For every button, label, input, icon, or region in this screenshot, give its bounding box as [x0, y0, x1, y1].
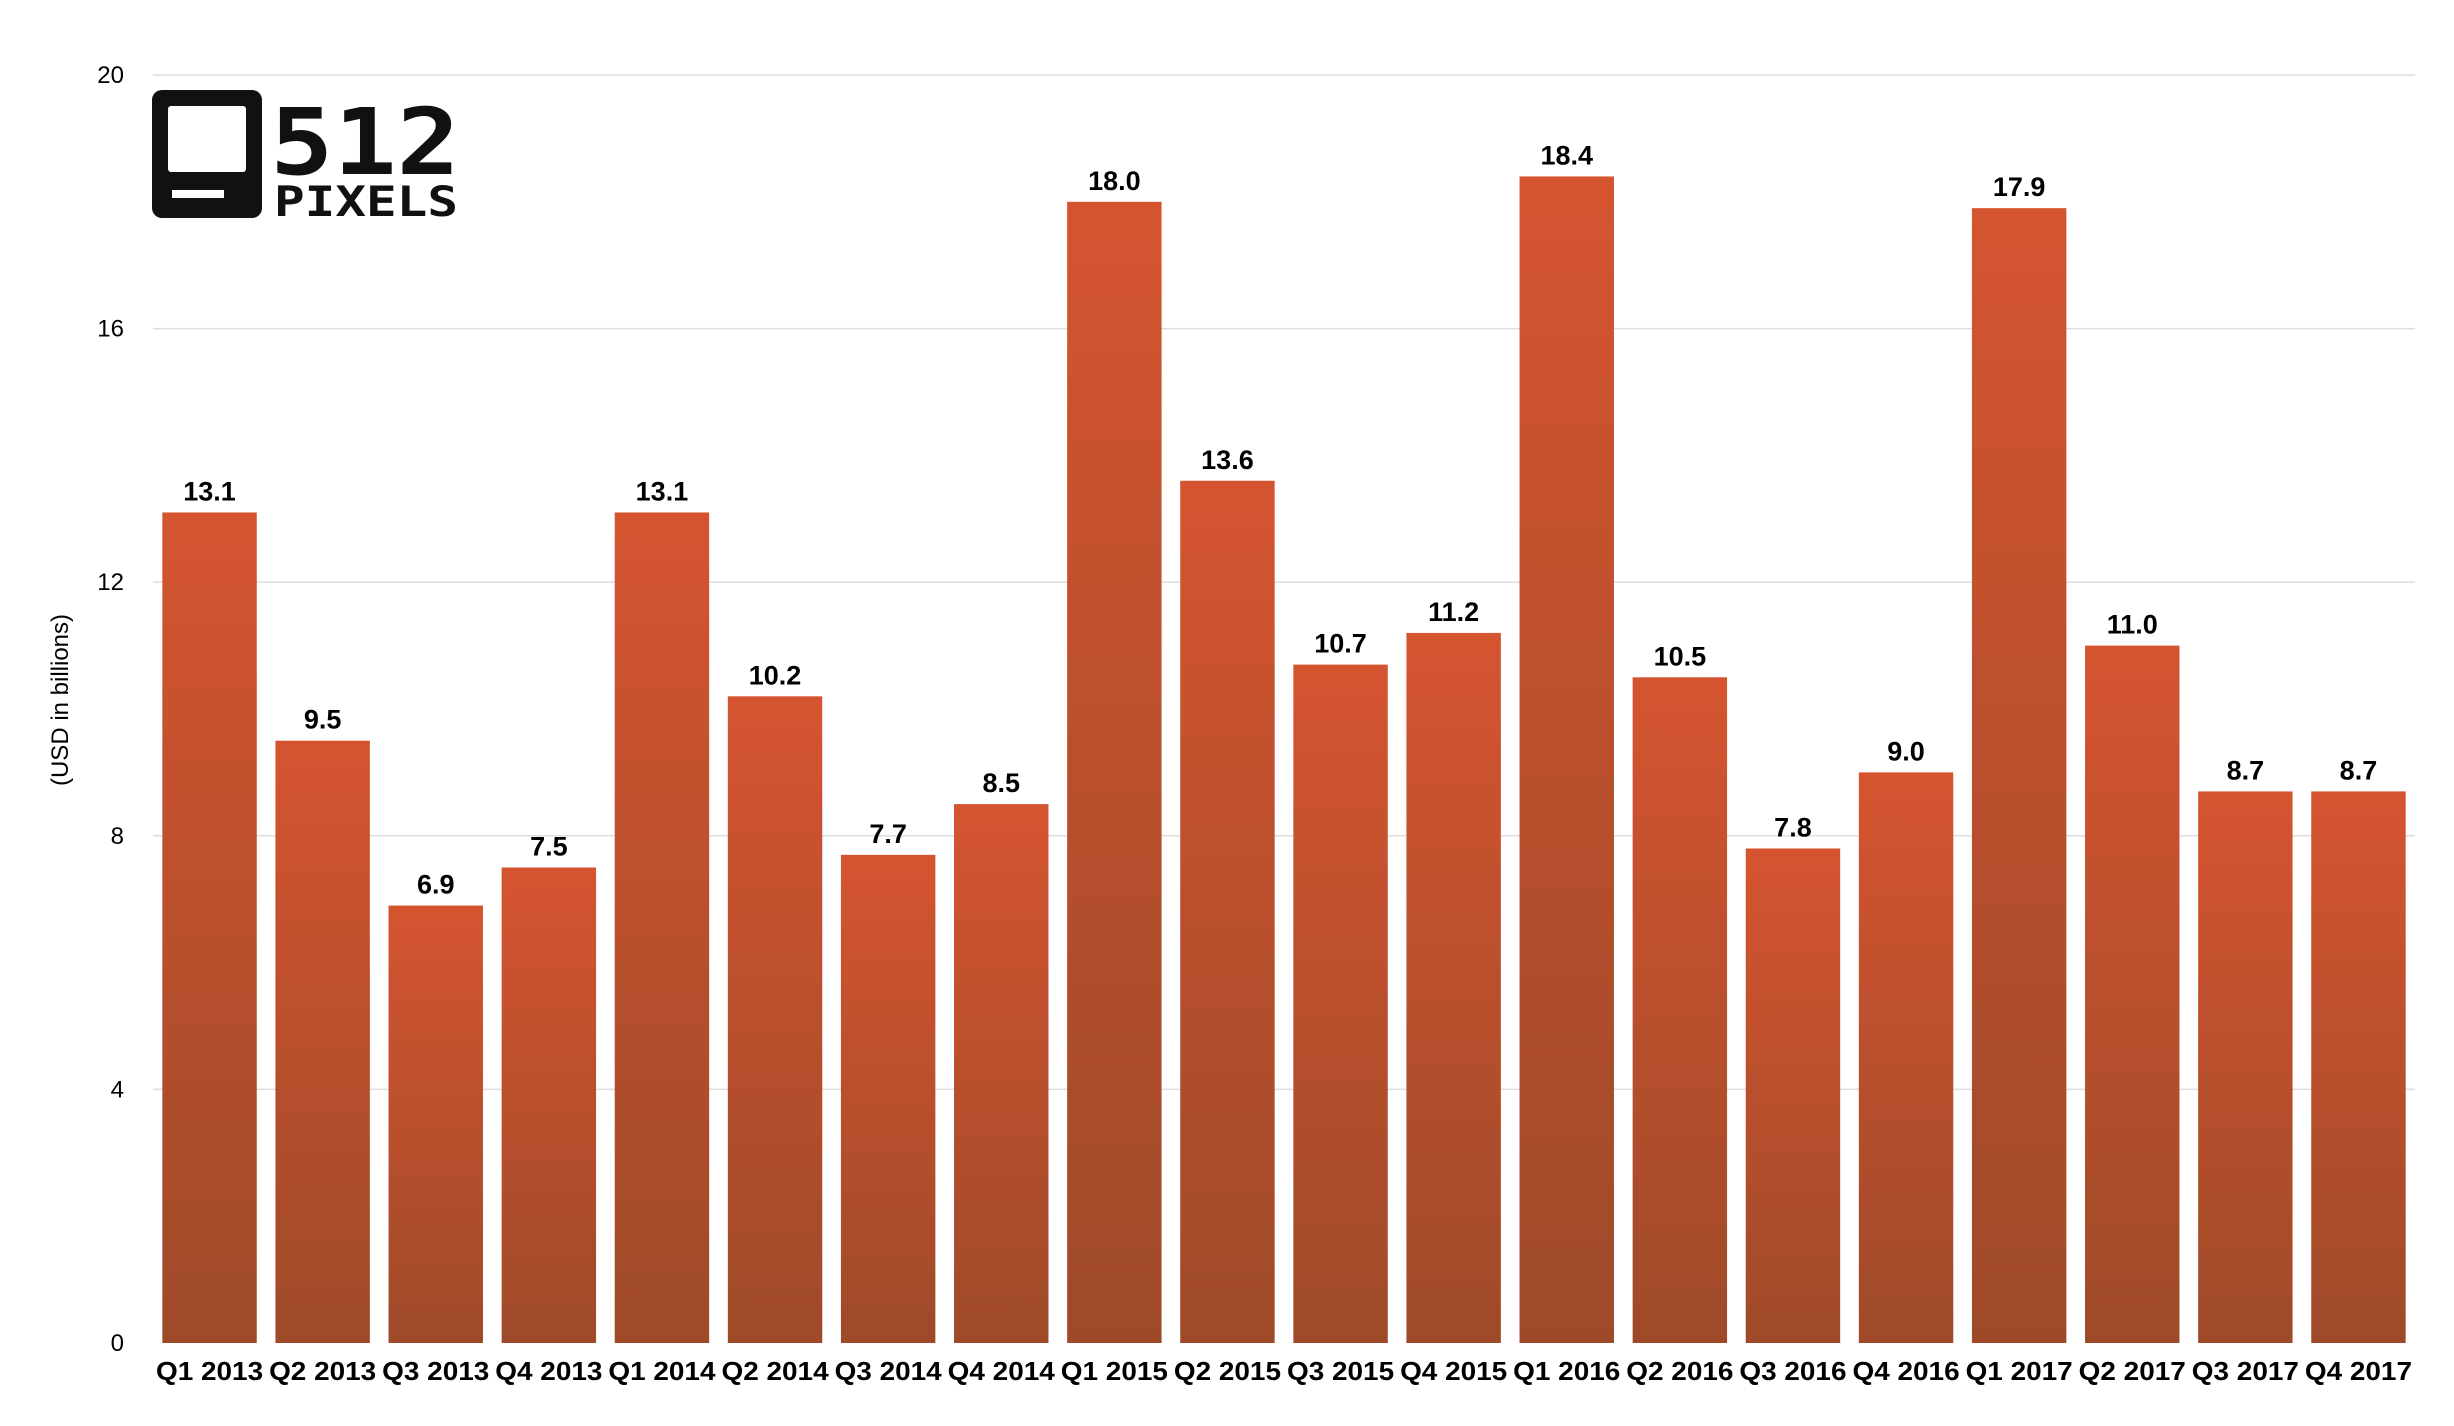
- data-label: 17.9: [1993, 172, 2046, 202]
- data-label: 13.1: [636, 476, 689, 506]
- bar: [614, 512, 710, 1343]
- x-tick-label: Q2 2015: [1174, 1356, 1281, 1386]
- bar: [275, 740, 370, 1343]
- x-tick-label: Q1 2015: [1061, 1356, 1168, 1386]
- grid-lines: [153, 74, 2415, 1091]
- x-tick-label: Q4 2016: [1853, 1356, 1960, 1386]
- x-tick-label: Q1 2014: [608, 1356, 716, 1386]
- x-tick-label: Q4 2017: [2305, 1356, 2412, 1386]
- data-label: 13.6: [1201, 445, 1254, 475]
- logo: 512 PIXELS: [152, 89, 460, 226]
- y-tick-label: 8: [111, 823, 124, 850]
- data-label: 7.5: [530, 832, 568, 862]
- logo-number: 512: [270, 89, 460, 196]
- x-tick-label: Q4 2015: [1400, 1356, 1507, 1386]
- monitor-icon: [152, 90, 262, 218]
- bar: [1406, 632, 1501, 1343]
- bar: [2311, 791, 2406, 1343]
- bar: [1632, 677, 1728, 1343]
- bar: [162, 512, 257, 1343]
- x-tick-label: Q3 2016: [1739, 1356, 1846, 1386]
- x-tick-label: Q2 2014: [722, 1356, 830, 1386]
- bars: [162, 176, 2406, 1344]
- data-label: 6.9: [417, 870, 455, 900]
- x-tick-label: Q2 2016: [1626, 1356, 1733, 1386]
- data-label: 7.8: [1774, 812, 1812, 842]
- data-label: 8.5: [982, 768, 1020, 798]
- bar: [2085, 645, 2180, 1343]
- x-tick-label: Q1 2017: [1966, 1356, 2073, 1386]
- data-label: 13.1: [183, 476, 236, 506]
- data-label: 11.2: [1428, 597, 1479, 627]
- x-tick-label: Q1 2013: [156, 1356, 263, 1386]
- bar: [1745, 848, 1841, 1343]
- data-label: 18.0: [1088, 166, 1141, 196]
- y-tick-label: 12: [97, 569, 124, 596]
- x-tick-label: Q3 2014: [835, 1356, 943, 1386]
- logo-word: PIXELS: [274, 177, 458, 226]
- bar: [1858, 772, 1954, 1343]
- bar: [1971, 208, 2067, 1343]
- bar: [1180, 480, 1275, 1343]
- data-label: 10.5: [1654, 641, 1707, 671]
- data-label: 10.7: [1314, 629, 1367, 659]
- x-axis-labels: Q1 2013 Q2 2013 Q3 2013 Q4 2013 Q1 2014 Q2 20…: [156, 1356, 2412, 1386]
- data-label: 9.5: [304, 705, 342, 735]
- y-tick-label: 4: [111, 1076, 124, 1103]
- bar: [1293, 664, 1388, 1343]
- y-axis-label: (USD in billions): [47, 614, 74, 786]
- data-label: 10.2: [749, 660, 802, 690]
- y-tick-label: 20: [97, 62, 124, 89]
- bar: [1067, 201, 1162, 1343]
- bar: [727, 696, 823, 1343]
- data-label: 9.0: [1887, 736, 1925, 766]
- bar: [840, 854, 936, 1343]
- x-tick-label: Q2 2013: [269, 1356, 376, 1386]
- data-label: 8.7: [2227, 755, 2265, 785]
- x-tick-label: Q3 2015: [1287, 1356, 1394, 1386]
- data-label: 18.4: [1540, 140, 1593, 170]
- y-axis-ticks: 0 4 8 12 16 20: [97, 62, 124, 1357]
- bar: [388, 905, 483, 1343]
- data-label: 7.7: [869, 819, 907, 849]
- x-tick-label: Q3 2017: [2192, 1356, 2299, 1386]
- x-tick-label: Q3 2013: [382, 1356, 489, 1386]
- x-tick-label: Q1 2016: [1513, 1356, 1620, 1386]
- bar: [501, 867, 597, 1343]
- x-tick-label: Q4 2013: [495, 1356, 602, 1386]
- y-tick-label: 16: [97, 316, 124, 343]
- x-tick-label: Q4 2014: [948, 1356, 1056, 1386]
- data-label: 8.7: [2340, 755, 2378, 785]
- bar: [2198, 791, 2293, 1343]
- bar: [1519, 176, 1614, 1344]
- x-tick-label: Q2 2017: [2079, 1356, 2186, 1386]
- bar: [954, 804, 1049, 1343]
- data-label: 11.0: [2107, 610, 2158, 640]
- value-labels: 13.1 9.5 6.9 7.5 13.1 10.2 7.7 8.5 18.0 13.6 10.7 1…: [183, 140, 2377, 899]
- y-tick-label: 0: [111, 1330, 124, 1357]
